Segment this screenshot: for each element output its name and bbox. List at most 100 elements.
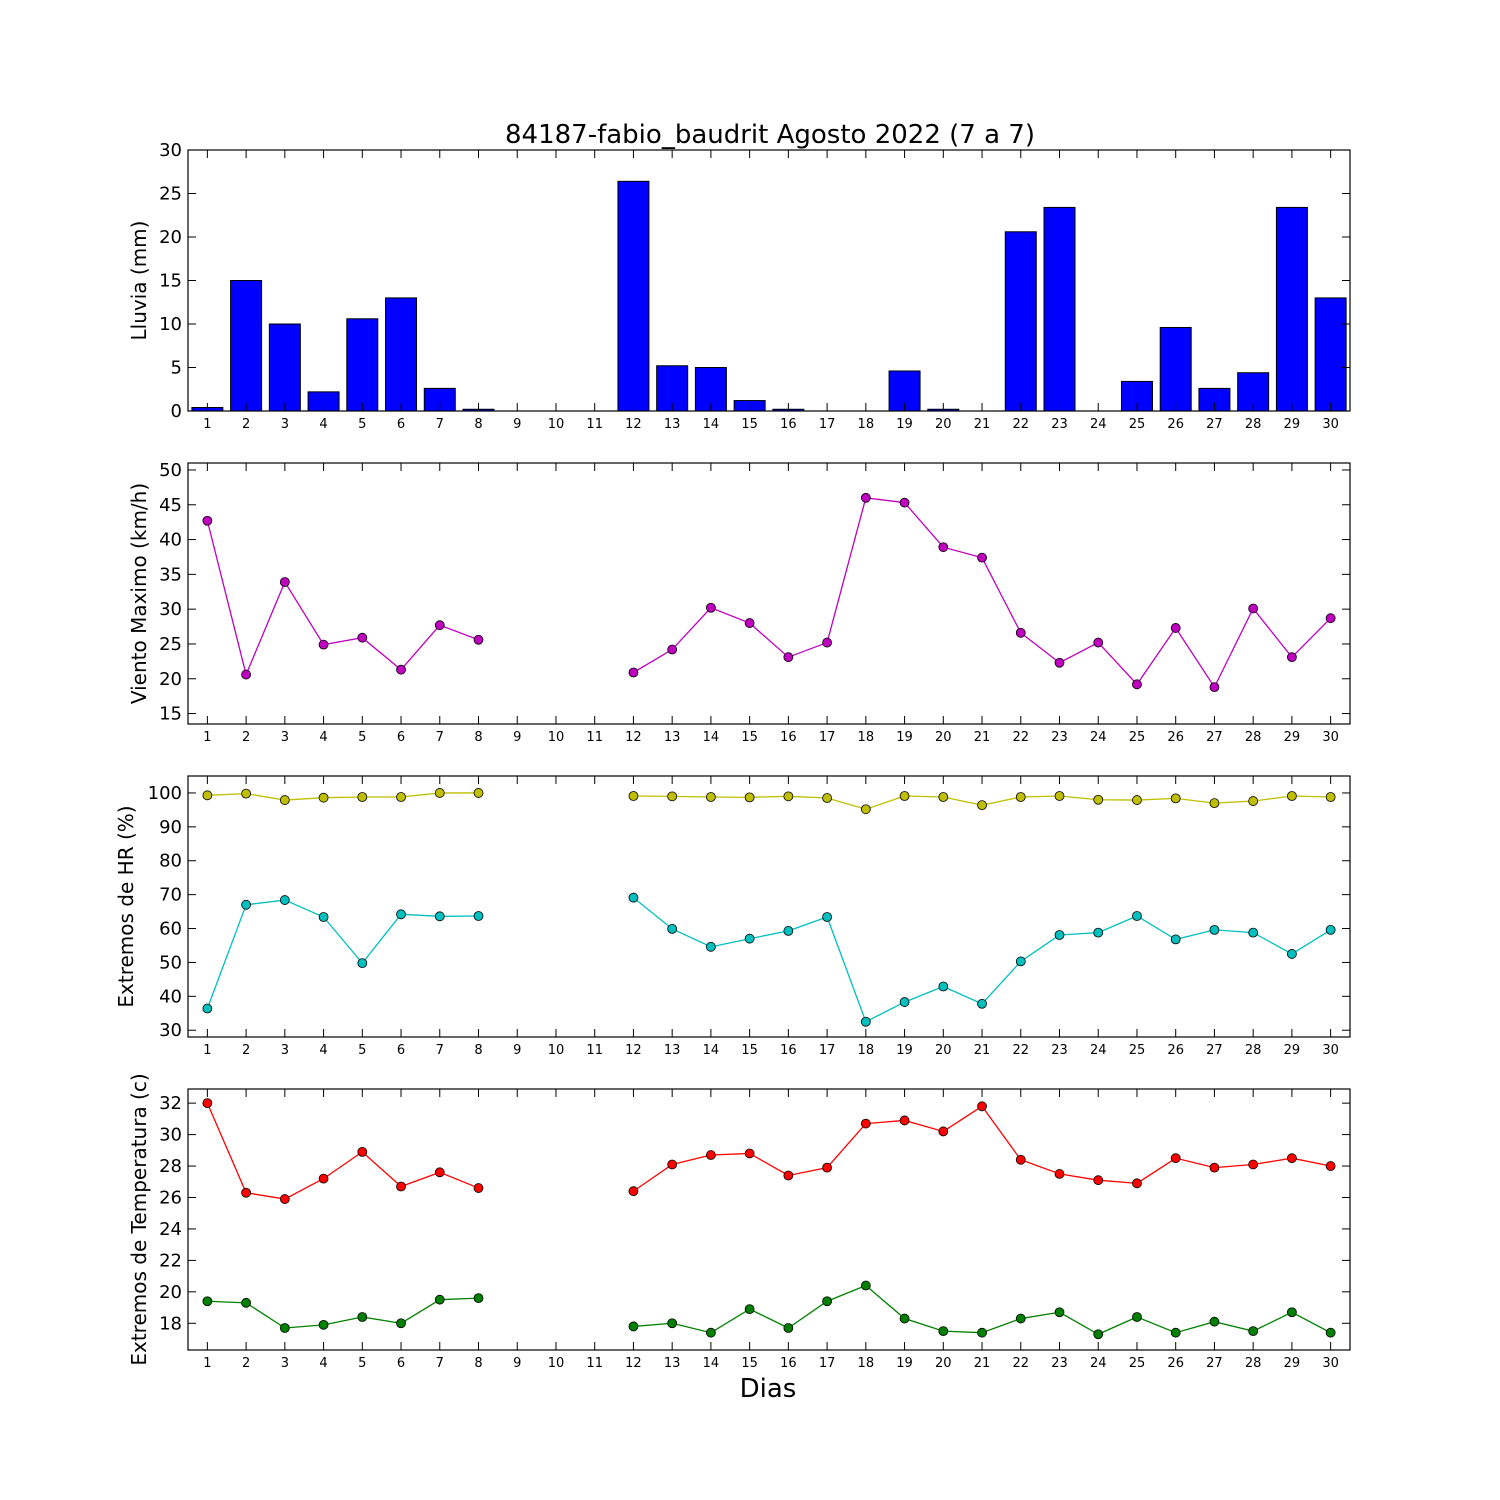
y-tick-label: 32 — [159, 1093, 182, 1114]
x-tick-label: 9 — [513, 417, 521, 432]
x-tick-label: 2 — [242, 730, 250, 745]
x-tick-label: 17 — [819, 1043, 836, 1058]
x-tick-label: 11 — [586, 1356, 603, 1371]
x-tick-label: 23 — [1051, 417, 1068, 432]
data-point — [1093, 1175, 1104, 1186]
data-point — [628, 892, 639, 903]
data-point — [899, 1313, 910, 1324]
data-point — [706, 792, 716, 802]
axes-frame — [187, 1088, 1351, 1351]
data-point — [241, 669, 252, 680]
data-point — [1093, 1329, 1104, 1340]
y-tick-label: 5 — [171, 358, 182, 379]
data-point — [241, 899, 252, 910]
x-tick-label: 3 — [281, 730, 289, 745]
x-tick-label: 10 — [548, 1356, 565, 1371]
data-point — [1209, 924, 1220, 935]
x-tick-label: 17 — [819, 1356, 836, 1371]
data-point — [473, 788, 484, 798]
y-axis-label: Extremos de Temperatura (c) — [127, 1073, 151, 1365]
x-tick-label: 11 — [586, 1043, 603, 1058]
x-tick-label: 5 — [358, 1356, 366, 1371]
data-point — [1287, 1153, 1297, 1164]
data-point — [628, 667, 639, 678]
bar — [346, 318, 379, 412]
data-point — [667, 791, 678, 802]
x-tick-label: 25 — [1129, 730, 1146, 745]
x-tick-label: 26 — [1167, 730, 1184, 745]
y-tick-label: 18 — [159, 1313, 182, 1334]
data-point — [396, 1181, 406, 1192]
data-point — [1054, 657, 1065, 668]
data-point — [396, 792, 406, 802]
data-point — [279, 795, 290, 805]
x-tick-label: 16 — [780, 1043, 797, 1058]
data-point — [241, 1297, 252, 1308]
data-point — [744, 792, 755, 803]
x-tick-label: 2 — [242, 1356, 250, 1371]
data-point — [357, 958, 368, 969]
data-point — [396, 909, 406, 920]
data-point — [1248, 1159, 1259, 1170]
x-tick-label: 4 — [319, 1043, 327, 1058]
series-line — [633, 1284, 1331, 1336]
series-line — [207, 1297, 479, 1329]
data-point — [1248, 796, 1259, 806]
data-point — [783, 652, 794, 663]
data-point — [822, 637, 832, 648]
x-tick-label: 12 — [625, 1043, 642, 1058]
data-point — [434, 1294, 445, 1305]
data-point — [899, 497, 910, 508]
data-point — [279, 895, 290, 905]
x-tick-label: 29 — [1284, 1043, 1301, 1058]
data-point — [1015, 1154, 1026, 1165]
x-tick-label: 25 — [1129, 1043, 1146, 1058]
y-tick-label: 0 — [171, 401, 182, 422]
data-point — [744, 1148, 755, 1159]
x-tick-label: 10 — [548, 730, 565, 745]
data-point — [628, 791, 639, 801]
y-axis-label: Viento Maximo (km/h) — [127, 483, 151, 704]
x-tick-label: 25 — [1129, 417, 1146, 432]
x-tick-label: 6 — [397, 1043, 405, 1058]
x-tick-label: 7 — [436, 1043, 444, 1058]
x-tick-label: 30 — [1322, 1043, 1339, 1058]
data-point — [977, 552, 987, 563]
x-tick-label: 23 — [1051, 1043, 1068, 1058]
x-tick-label: 3 — [281, 417, 289, 432]
data-point — [1132, 679, 1142, 690]
data-point — [1054, 791, 1065, 801]
x-tick-label: 11 — [586, 730, 603, 745]
data-point — [279, 577, 290, 587]
data-point — [860, 492, 871, 503]
x-tick-label: 15 — [741, 1356, 758, 1371]
bar — [268, 323, 301, 412]
x-tick-label: 28 — [1245, 730, 1262, 745]
x-tick-label: 15 — [741, 730, 758, 745]
x-tick-label: 3 — [281, 1356, 289, 1371]
x-tick-label: 23 — [1051, 1356, 1068, 1371]
y-tick-label: 50 — [159, 460, 182, 481]
data-point — [1132, 911, 1142, 921]
y-tick-label: 15 — [159, 271, 182, 292]
x-tick-label: 18 — [858, 1043, 875, 1058]
data-point — [396, 664, 406, 675]
x-tick-label: 6 — [397, 1356, 405, 1371]
x-tick-label: 20 — [935, 730, 952, 745]
bar — [1275, 206, 1308, 412]
data-point — [1325, 792, 1336, 802]
data-point — [318, 1173, 329, 1184]
data-point — [744, 1304, 755, 1315]
x-tick-label: 8 — [474, 1356, 482, 1371]
x-tick-label: 21 — [974, 730, 991, 745]
x-tick-label: 24 — [1090, 1356, 1107, 1371]
y-tick-label: 20 — [159, 1282, 182, 1303]
data-point — [1170, 623, 1181, 633]
x-tick-label: 1 — [203, 1356, 211, 1371]
x-tick-label: 23 — [1051, 730, 1068, 745]
data-point — [279, 1323, 290, 1333]
data-point — [899, 997, 910, 1007]
x-tick-label: 14 — [703, 417, 720, 432]
y-tick-label: 30 — [159, 1020, 182, 1041]
x-tick-label: 15 — [741, 1043, 758, 1058]
